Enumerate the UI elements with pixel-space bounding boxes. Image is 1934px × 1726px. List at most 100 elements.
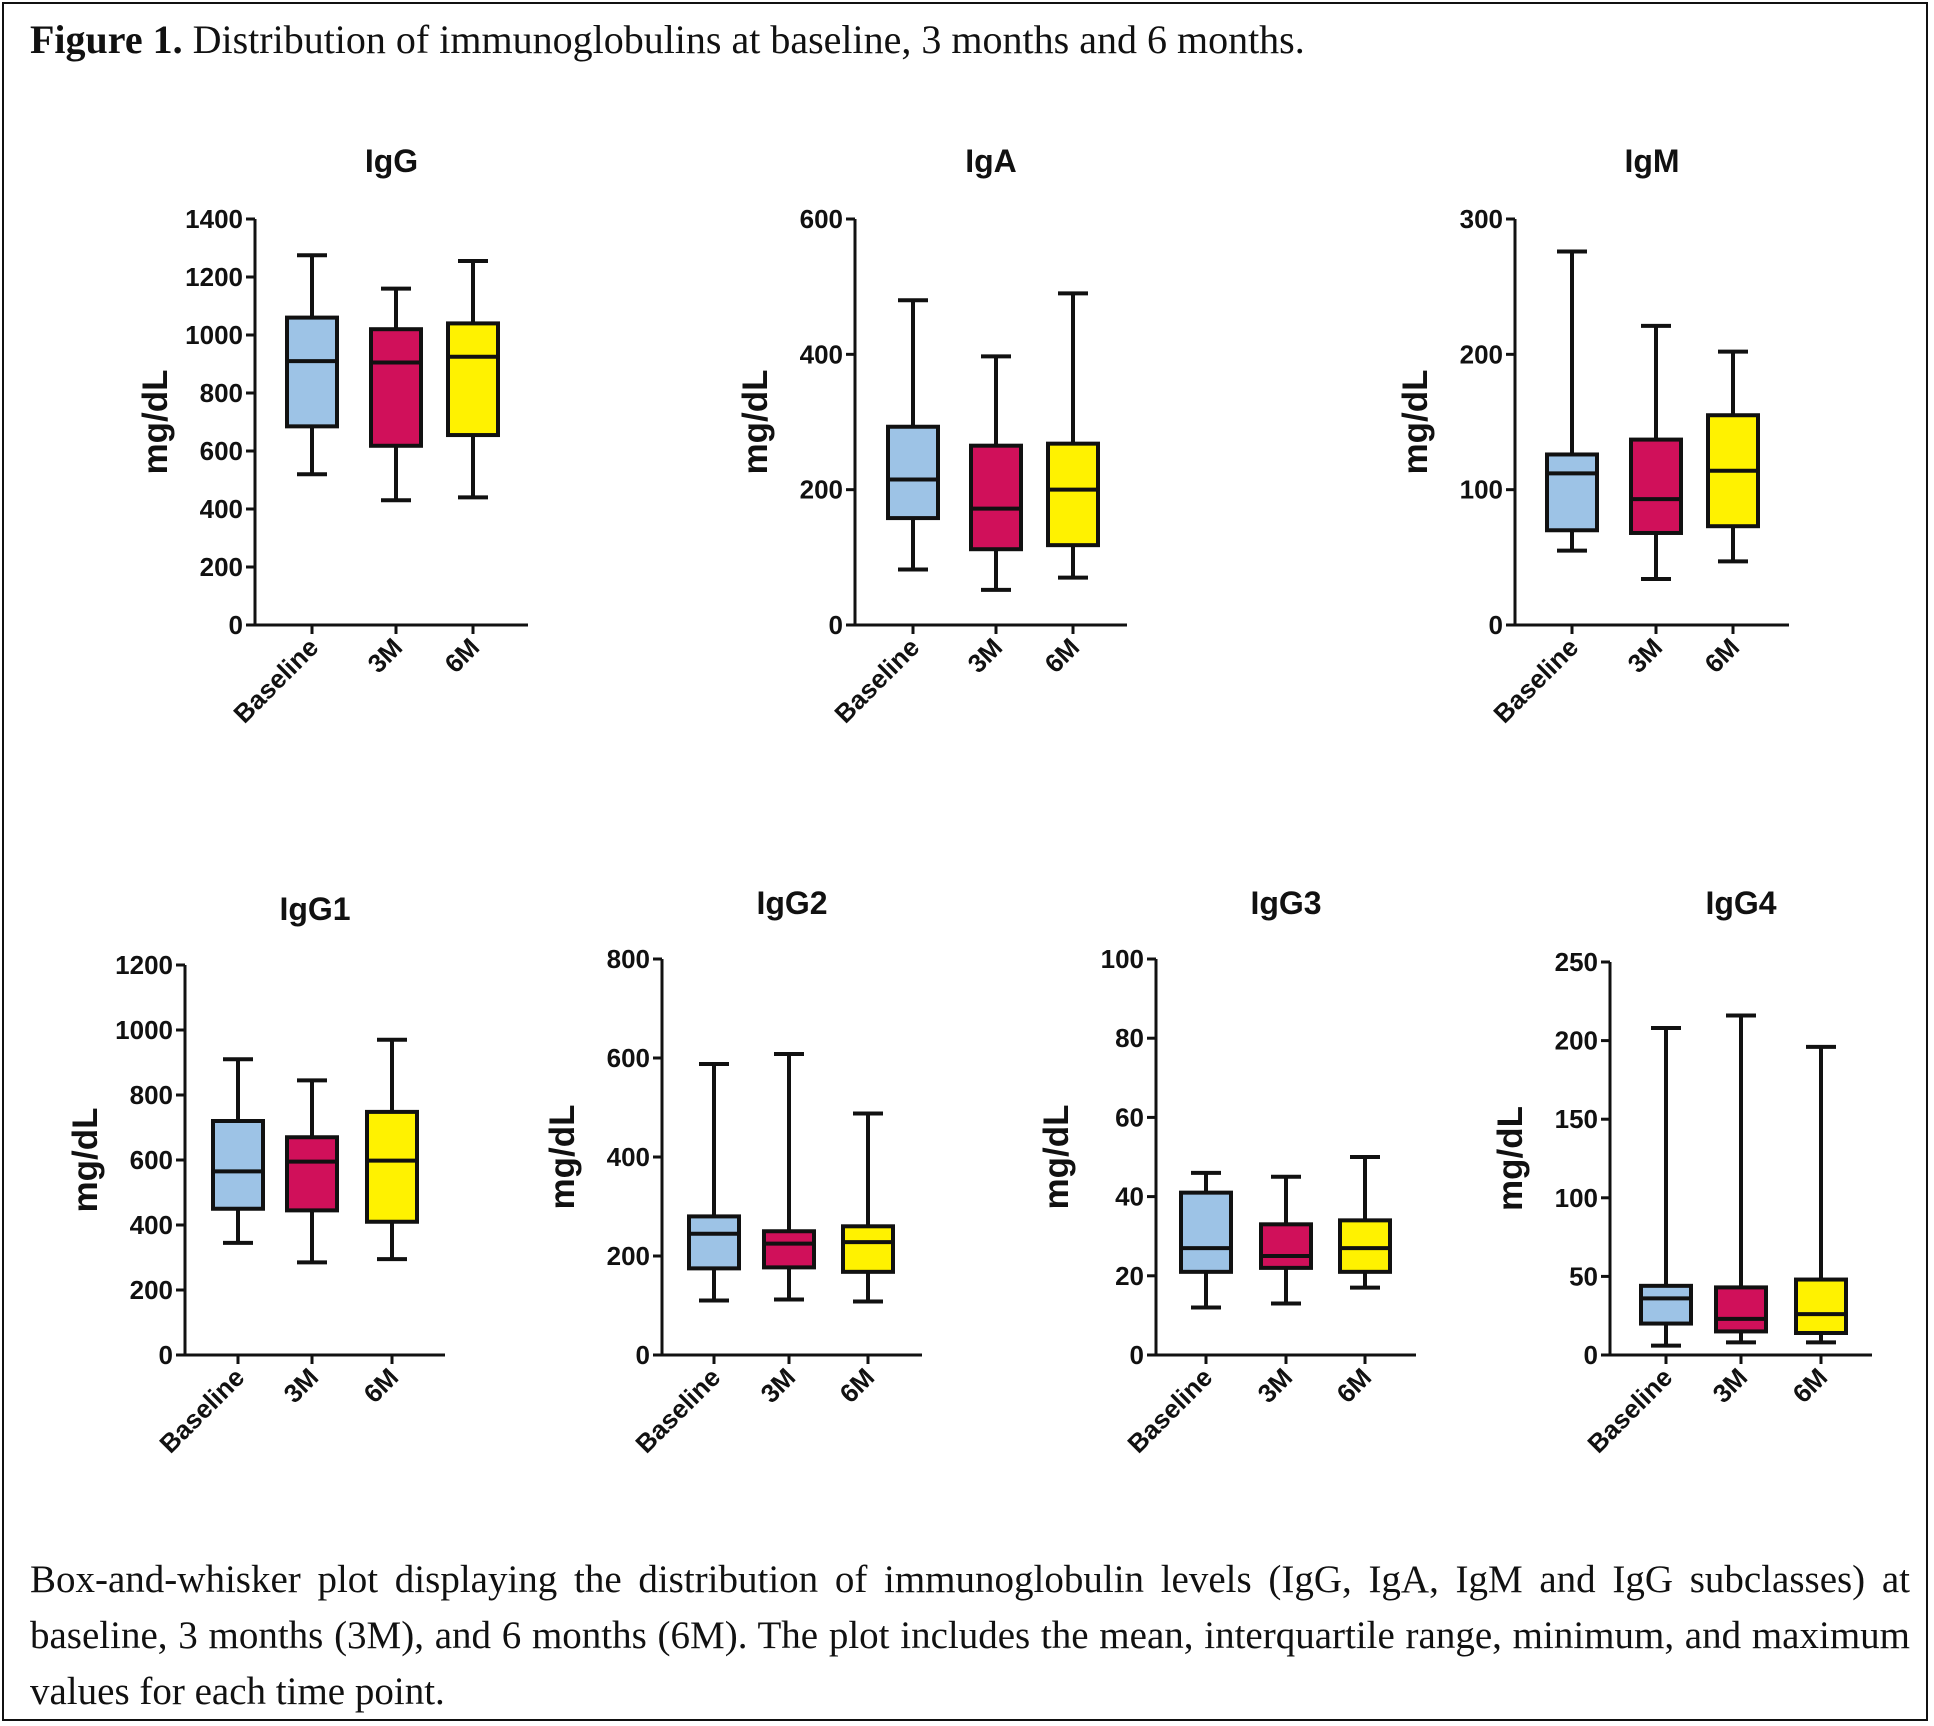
iqr-box <box>762 1229 816 1270</box>
chart-title: IgA <box>965 143 1017 179</box>
box-baseline <box>1639 1026 1693 1348</box>
x-tick-label: 6M <box>1038 632 1085 679</box>
x-tick-label: Baseline <box>1121 1362 1218 1459</box>
iqr-box <box>969 443 1023 552</box>
y-axis-label: mg/dL <box>543 1105 582 1210</box>
box-6m <box>1338 1155 1392 1290</box>
x-tick-label: 6M <box>1698 632 1745 679</box>
box-6m <box>446 259 500 500</box>
x-tick-label: 3M <box>1621 632 1668 679</box>
y-tick-label: 50 <box>1569 1261 1598 1291</box>
x-tick-label: Baseline <box>629 1362 726 1459</box>
box-3m <box>1259 1174 1313 1306</box>
chart-iga: IgA mg/dL 0 200 400 600 Baseline 3M 6M <box>736 143 1127 729</box>
y-tick-label: 100 <box>1555 1183 1598 1213</box>
box-baseline <box>285 253 339 477</box>
box-6m <box>841 1111 895 1304</box>
y-tick-label: 20 <box>1115 1261 1144 1291</box>
iqr-box <box>211 1119 265 1211</box>
chart-title: IgG4 <box>1705 885 1776 921</box>
chart-igg1: IgG1 mg/dL 0 200 400 600 800 1000 1200 Baseline 3M… <box>66 891 445 1459</box>
x-tick-label: 6M <box>1330 1362 1377 1409</box>
x-tick-label: Baseline <box>227 632 324 729</box>
y-axis-label: mg/dL <box>1396 370 1435 475</box>
x-tick-label: Baseline <box>1487 632 1584 729</box>
y-tick-label: 1400 <box>185 204 243 234</box>
y-tick-label: 60 <box>1115 1102 1144 1132</box>
iqr-box <box>1639 1283 1693 1326</box>
chart-igg4: IgG4 mg/dL 0 50 100 150 200 250 Baseline 3M 6M <box>1491 885 1872 1459</box>
figure-title: Distribution of immunoglobulins at basel… <box>192 17 1305 62</box>
y-tick-label: 800 <box>607 944 650 974</box>
figure-label: Figure 1. <box>30 17 183 62</box>
y-tick-label: 200 <box>200 552 243 582</box>
y-axis-label: mg/dL <box>1491 1106 1530 1211</box>
y-tick-label: 200 <box>1555 1026 1598 1056</box>
y-tick-label: 800 <box>130 1080 173 1110</box>
x-tick-label: Baseline <box>153 1362 250 1459</box>
box-baseline <box>1545 249 1599 553</box>
y-tick-label: 200 <box>130 1275 173 1305</box>
y-tick-label: 600 <box>800 204 843 234</box>
x-tick-label: 3M <box>961 632 1008 679</box>
iqr-box <box>886 424 940 521</box>
x-tick-label: 6M <box>357 1362 404 1409</box>
chart-igg2: IgG2 mg/dL 0 200 400 600 800 Baseline 3M 6M <box>543 885 922 1459</box>
y-axis-label: mg/dL <box>736 370 775 475</box>
iqr-box <box>285 315 339 429</box>
figure-heading: Figure 1. Distribution of immunoglobulin… <box>30 16 1305 63</box>
y-tick-label: 0 <box>829 610 843 640</box>
iqr-box <box>687 1214 741 1271</box>
box-3m <box>1629 323 1683 581</box>
x-tick-label: 3M <box>277 1362 324 1409</box>
y-tick-label: 250 <box>1555 947 1598 977</box>
y-tick-label: 600 <box>130 1145 173 1175</box>
box-3m <box>1714 1013 1768 1345</box>
chart-igg: IgG mg/dL 0 200 400 600 800 1000 1200 1400 Baselin… <box>136 143 528 729</box>
iqr-box <box>446 321 500 438</box>
iqr-box <box>1179 1190 1233 1274</box>
iqr-box <box>841 1224 895 1274</box>
y-tick-label: 400 <box>607 1142 650 1172</box>
y-tick-label: 200 <box>607 1241 650 1271</box>
y-axis-label: mg/dL <box>66 1108 105 1213</box>
y-tick-label: 1200 <box>115 950 173 980</box>
y-tick-label: 600 <box>607 1043 650 1073</box>
x-tick-label: Baseline <box>1581 1362 1678 1459</box>
figure-caption: Box-and-whisker plot displaying the dist… <box>30 1558 1910 1713</box>
box-3m <box>762 1052 816 1302</box>
chart-title: IgG3 <box>1250 885 1321 921</box>
iqr-box <box>1794 1277 1848 1335</box>
y-tick-label: 1000 <box>115 1015 173 1045</box>
y-tick-label: 40 <box>1115 1182 1144 1212</box>
iqr-box <box>365 1109 419 1224</box>
x-tick-label: Baseline <box>828 632 925 729</box>
y-tick-label: 200 <box>1460 339 1503 369</box>
box-baseline <box>1179 1170 1233 1310</box>
box-6m <box>1706 349 1760 564</box>
y-tick-label: 100 <box>1101 944 1144 974</box>
iqr-box <box>1714 1285 1768 1334</box>
y-tick-label: 0 <box>636 1340 650 1370</box>
y-tick-label: 300 <box>1460 204 1503 234</box>
y-tick-label: 600 <box>200 436 243 466</box>
iqr-box <box>1259 1222 1313 1270</box>
chart-title: IgG1 <box>279 891 350 927</box>
iqr-box <box>285 1135 339 1213</box>
y-tick-label: 0 <box>1489 610 1503 640</box>
box-3m <box>369 286 423 503</box>
y-tick-label: 100 <box>1460 475 1503 505</box>
iqr-box <box>1545 452 1599 533</box>
box-3m <box>969 354 1023 592</box>
x-tick-label: 3M <box>1251 1362 1298 1409</box>
y-tick-label: 0 <box>1584 1340 1598 1370</box>
y-tick-label: 0 <box>1130 1340 1144 1370</box>
x-tick-label: 6M <box>1786 1362 1833 1409</box>
chart-igg3: IgG3 mg/dL 0 20 40 60 80 100 Baseline 3M 6M <box>1037 885 1416 1459</box>
y-tick-label: 1000 <box>185 320 243 350</box>
y-tick-label: 400 <box>800 339 843 369</box>
iqr-box <box>1046 441 1100 548</box>
box-6m <box>365 1037 419 1262</box>
